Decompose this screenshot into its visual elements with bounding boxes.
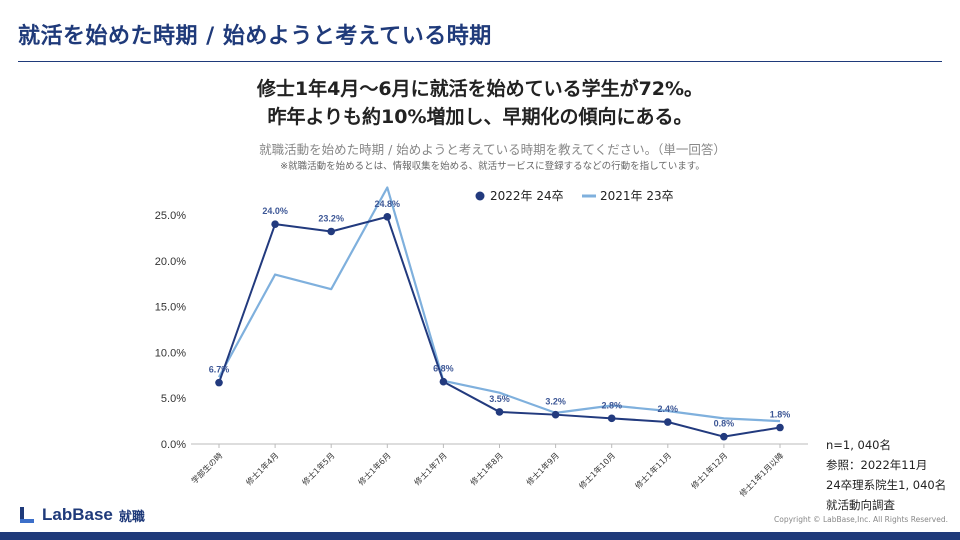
y-tick-label: 25.0% [155,210,186,222]
x-tick-label: 修士1年11月 [633,450,674,491]
x-tick-label: 修士1年6月 [356,450,393,487]
data-point-2022 [607,414,616,423]
copyright: Copyright © LabBase,Inc. All Rights Rese… [774,515,948,524]
legend-label-2022: 2022年 24卒 [490,189,564,203]
data-label-2022: 6.8% [433,364,454,374]
x-tick-label: 修士1年9月 [524,450,561,487]
side-note: n=1, 040名 参照：2022年11月 24卒理系院生1, 040名 就活動… [826,435,946,515]
data-point-2022 [495,408,504,416]
data-label-2022: 1.8% [770,410,791,420]
logo-text: LabBase [42,505,113,524]
y-tick-label: 0.0% [161,439,186,451]
chart-subtitle: 就職活動を始めた時期 / 始めようと考えている時期を教えてください。（単一回答） [259,142,726,157]
data-point-2022 [720,432,728,441]
data-point-2022 [215,378,223,387]
data-label-2022: 24.8% [375,199,401,209]
reference-date: 参照：2022年11月 [826,458,928,472]
data-label-2022: 2.4% [658,404,679,414]
y-tick-label: 20.0% [155,256,186,268]
labbase-logo: LabBase 就職 [18,505,145,525]
page-title: 就活を始めた時期 / 始めようと考えている時期 [18,24,492,49]
data-label-2022: 3.2% [545,397,566,407]
x-tick-label: 修士1年8月 [468,450,505,487]
x-tick-label: 修士1年5月 [300,450,337,487]
title-divider [18,61,942,62]
headline-line-1: 修士1年4月〜6月に就活を始めている学生が72%。 [256,78,704,100]
x-tick-label: 学部生の時 [189,450,224,485]
survey-target: 24卒理系院生1, 040名 [826,478,947,492]
data-label-2022: 23.2% [318,213,344,223]
data-point-2022 [383,213,392,221]
sample-size: n=1, 040名 [826,438,892,452]
headline-line-2: 昨年よりも約10%増加し、早期化の傾向にある。 [267,106,693,128]
y-tick-label: 15.0% [155,302,186,314]
legend-marker-2022 [475,191,485,201]
data-label-2022: 3.5% [489,394,510,404]
data-point-2022 [664,418,672,426]
data-label-2022: 0.8% [714,419,735,429]
data-point-2022 [439,377,448,386]
x-tick-label: 修士1年10月 [577,450,618,491]
y-tick-label: 10.0% [155,347,186,359]
x-tick-label: 修士1年1月以降 [737,450,785,498]
series-line-2021 [218,186,781,423]
data-point-2022 [327,227,336,236]
y-tick-label: 5.0% [161,393,186,405]
data-label-2022: 2.8% [601,400,622,410]
x-tick-label: 修士1年4月 [244,450,281,487]
survey-name: 就活動向調査 [826,498,895,512]
data-point-2022 [776,423,784,432]
data-point-2022 [271,220,279,228]
data-point-2022 [551,410,560,419]
chart-note: ※就職活動を始めるとは、情報収集を始める、就活サービスに登録するなどの行動を指し… [280,161,705,172]
logo-subtext: 就職 [118,509,145,525]
data-label-2022: 24.0% [262,206,288,216]
x-tick-label: 修士1年12月 [689,450,730,491]
labbase-logo-icon [18,506,36,524]
legend-label-2021: 2021年 23卒 [600,189,674,203]
bottom-bar [0,532,960,540]
x-tick-label: 修士1年7月 [412,450,449,487]
data-label-2022: 6.7% [209,365,230,375]
